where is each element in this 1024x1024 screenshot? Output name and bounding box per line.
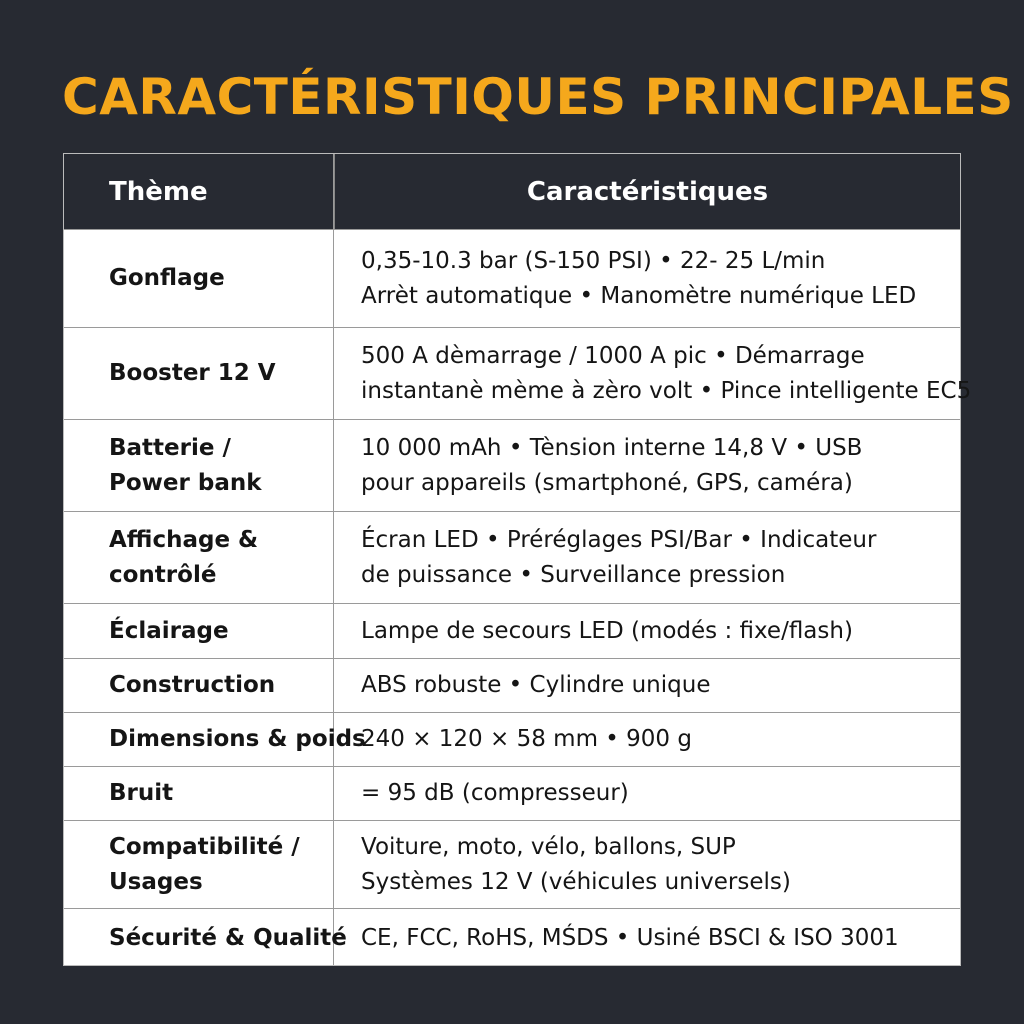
table-row: Dimensions & poids 240 × 120 × 58 mm • 90… xyxy=(64,712,960,766)
cell-line: Compatibilité / xyxy=(109,833,300,860)
theme-cell: Batterie / Power bank xyxy=(109,420,262,511)
cell-line: instantanè mème à zèro volt • Pince inte… xyxy=(361,377,972,404)
theme-cell: Gonflage xyxy=(109,230,225,327)
feature-cell: Lampe de secours LED (modés : fixe/flash… xyxy=(361,604,853,658)
cell-line: = 95 dB (compresseur) xyxy=(361,780,629,806)
table-row: Affichage & contrôlé Écran LED • Préréglag… xyxy=(64,511,960,603)
cell-line: contrôlé xyxy=(109,561,217,588)
cell-line: de puissance • Surveillance pression xyxy=(361,561,786,588)
column-header: Caractéristiques xyxy=(334,154,960,229)
cell-line: Sécurité & Qualité xyxy=(109,924,347,951)
feature-cell: = 95 dB (compresseur) xyxy=(361,767,629,820)
table-row: Compatibilité / Usages Voiture, moto, vélo… xyxy=(64,820,960,908)
cell-line: Dimensions & poids xyxy=(109,726,366,752)
feature-cell: Voiture, moto, vélo, ballons, SUP Système… xyxy=(361,821,791,908)
cell-line: Voiture, moto, vélo, ballons, SUP xyxy=(361,833,736,860)
table-row: Gonflage 0,35-10.3 bar (S-150 PSI) • 22- … xyxy=(64,229,960,327)
theme-cell: Dimensions & poids xyxy=(109,713,366,766)
cell-line: Lampe de secours LED (modés : fixe/flash… xyxy=(361,617,853,644)
table-row: Bruit = 95 dB (compresseur) xyxy=(64,766,960,820)
cell-line: Construction xyxy=(109,672,276,698)
feature-cell: Écran LED • Préréglages PSI/Bar • Indica… xyxy=(361,512,876,603)
feature-cell: 240 × 120 × 58 mm • 900 g xyxy=(361,713,692,766)
theme-cell: Bruit xyxy=(109,767,173,820)
cell-line: Bruit xyxy=(109,780,174,806)
table-row: Booster 12 V 500 A dèmarrage / 1000 A pic… xyxy=(64,327,971,419)
column-header: Thème xyxy=(64,154,334,229)
theme-cell: Booster 12 V xyxy=(109,328,276,419)
cell-line: Éclairage xyxy=(109,617,229,644)
cell-line: 240 × 120 × 58 mm • 900 g xyxy=(361,726,692,752)
table-row: Batterie / Power bank 10 000 mAh • Tènsion… xyxy=(64,419,960,511)
cell-line: Systèmes 12 V (véhicules universels) xyxy=(361,868,791,895)
feature-cell: 10 000 mAh • Tènsion interne 14,8 V • US… xyxy=(361,420,862,511)
cell-line: 500 A dèmarrage / 1000 A pic • Démarrage xyxy=(361,342,865,369)
feature-cell: 500 A dèmarrage / 1000 A pic • Démarrage… xyxy=(361,328,971,419)
cell-line: 0,35-10.3 bar (S-150 PSI) • 22- 25 L/min xyxy=(361,247,826,274)
feature-cell: 0,35-10.3 bar (S-150 PSI) • 22- 25 L/min… xyxy=(361,230,916,327)
cell-line: ABS robuste • Cylindre unique xyxy=(361,672,711,698)
theme-cell: Compatibilité / Usages xyxy=(109,821,300,908)
cell-line: Gonflage xyxy=(109,265,225,291)
table-row: Sécurité & Qualité CE, FCC, RoHS, MŚDS • … xyxy=(64,908,960,967)
table-row: Éclairage Lampe de secours LED (modés : f… xyxy=(64,603,960,658)
spec-table: Thème Caractéristiques Gonflage 0,35-10.3… xyxy=(63,153,971,967)
theme-cell: Éclairage xyxy=(109,604,229,658)
table-row: Construction ABS robuste • Cylindre uniqu… xyxy=(64,658,960,712)
feature-cell: CE, FCC, RoHS, MŚDS • Usiné BSCI & ISO 3… xyxy=(361,909,899,967)
theme-cell: Sécurité & Qualité xyxy=(109,909,347,967)
feature-cell: ABS robuste • Cylindre unique xyxy=(361,659,710,712)
column-divider xyxy=(333,154,334,965)
cell-line: Booster 12 V xyxy=(109,360,276,386)
cell-line: Batterie / xyxy=(109,434,231,461)
cell-line: pour appareils (smartphoné, GPS, caméra) xyxy=(361,469,853,496)
cell-line: Affichage & xyxy=(109,526,259,553)
cell-line: Écran LED • Préréglages PSI/Bar • Indica… xyxy=(361,526,877,553)
cell-line: Usages xyxy=(109,868,203,895)
theme-cell: Affichage & contrôlé xyxy=(109,512,258,603)
cell-line: Power bank xyxy=(109,469,262,496)
theme-cell: Construction xyxy=(109,659,275,712)
cell-line: 10 000 mAh • Tènsion interne 14,8 V • US… xyxy=(361,434,863,461)
page-title: CARACTÉRISTIQUES PRINCIPALES xyxy=(62,68,1014,126)
cell-line: Arrèt automatique • Manomètre numérique … xyxy=(361,282,917,309)
cell-line: CE, FCC, RoHS, MŚDS • Usiné BSCI & ISO 3… xyxy=(361,924,899,951)
